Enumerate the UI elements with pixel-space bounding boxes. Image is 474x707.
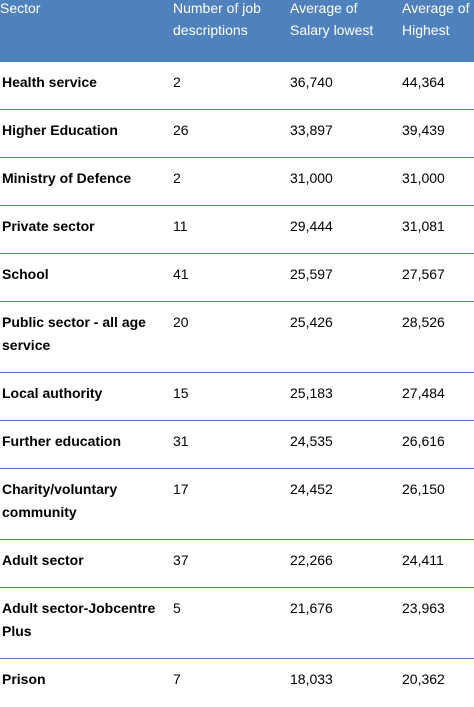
lowest-cell: 24,535 bbox=[290, 433, 333, 449]
table-row: Higher Education 26 33,897 39,439 bbox=[0, 110, 474, 158]
sector-cell: Prison bbox=[2, 671, 46, 687]
sector-cell: Health service bbox=[2, 74, 97, 90]
count-cell: 7 bbox=[173, 671, 181, 687]
table-row: Health service 2 36,740 44,364 bbox=[0, 62, 474, 110]
lowest-cell: 31,000 bbox=[290, 170, 333, 186]
table-row: Public sector - all age service 20 25,42… bbox=[0, 302, 474, 373]
table-row: Adult sector-Jobcentre Plus 5 21,676 23,… bbox=[0, 588, 474, 659]
table-row: Prison 7 18,033 20,362 bbox=[0, 659, 474, 707]
count-cell: 37 bbox=[173, 552, 189, 568]
header-salary-lowest: Average of Salary lowest bbox=[290, 0, 374, 38]
count-cell: 20 bbox=[173, 314, 189, 330]
lowest-cell: 29,444 bbox=[290, 218, 333, 234]
table-row: School 41 25,597 27,567 bbox=[0, 254, 474, 302]
highest-cell: 20,362 bbox=[402, 671, 445, 687]
sector-cell: Local authority bbox=[2, 385, 103, 401]
header-sector: Sector bbox=[0, 0, 41, 16]
count-cell: 2 bbox=[173, 170, 181, 186]
sector-cell: Adult sector bbox=[2, 552, 84, 568]
lowest-cell: 25,183 bbox=[290, 385, 333, 401]
highest-cell: 31,000 bbox=[402, 170, 445, 186]
lowest-cell: 25,597 bbox=[290, 266, 333, 282]
table-row: Charity/voluntary community 17 24,452 26… bbox=[0, 469, 474, 540]
highest-cell: 24,411 bbox=[402, 552, 444, 568]
lowest-cell: 18,033 bbox=[290, 671, 333, 687]
highest-cell: 44,364 bbox=[402, 74, 445, 90]
highest-cell: 27,484 bbox=[402, 385, 445, 401]
count-cell: 17 bbox=[173, 481, 189, 497]
sector-cell: Charity/voluntary community bbox=[2, 481, 118, 520]
highest-cell: 27,567 bbox=[402, 266, 445, 282]
sector-cell: School bbox=[2, 266, 49, 282]
highest-cell: 26,150 bbox=[402, 481, 445, 497]
lowest-cell: 25,426 bbox=[290, 314, 333, 330]
sector-cell: Public sector - all age service bbox=[2, 314, 146, 353]
sector-cell: Higher Education bbox=[2, 122, 118, 138]
lowest-cell: 33,897 bbox=[290, 122, 333, 138]
count-cell: 15 bbox=[173, 385, 189, 401]
sector-cell: Private sector bbox=[2, 218, 95, 234]
sector-cell: Adult sector-Jobcentre Plus bbox=[2, 600, 156, 639]
count-cell: 2 bbox=[173, 74, 181, 90]
lowest-cell: 22,266 bbox=[290, 552, 333, 568]
table-row: Adult sector 37 22,266 24,411 bbox=[0, 540, 474, 588]
table-row: Private sector 11 29,444 31,081 bbox=[0, 206, 474, 254]
count-cell: 11 bbox=[173, 218, 188, 234]
highest-cell: 39,439 bbox=[402, 122, 445, 138]
lowest-cell: 21,676 bbox=[290, 600, 333, 616]
header-highest: Average of Highest bbox=[402, 0, 470, 38]
highest-cell: 26,616 bbox=[402, 433, 445, 449]
table-row: Further education 31 24,535 26,616 bbox=[0, 421, 474, 469]
sector-cell: Further education bbox=[2, 433, 122, 449]
table-row: Local authority 15 25,183 27,484 bbox=[0, 373, 474, 421]
lowest-cell: 36,740 bbox=[290, 74, 333, 90]
table-row: Ministry of Defence 2 31,000 31,000 bbox=[0, 158, 474, 206]
lowest-cell: 24,452 bbox=[290, 481, 333, 497]
count-cell: 5 bbox=[173, 600, 181, 616]
highest-cell: 31,081 bbox=[402, 218, 445, 234]
highest-cell: 23,963 bbox=[402, 600, 445, 616]
sector-cell: Ministry of Defence bbox=[2, 170, 132, 186]
count-cell: 26 bbox=[173, 122, 189, 138]
count-cell: 41 bbox=[173, 266, 189, 282]
header-job-descriptions: Number of job descriptions bbox=[173, 0, 261, 38]
count-cell: 31 bbox=[173, 433, 189, 449]
highest-cell: 28,526 bbox=[402, 314, 445, 330]
table-header: Sector Number of job descriptions Averag… bbox=[0, 0, 474, 62]
